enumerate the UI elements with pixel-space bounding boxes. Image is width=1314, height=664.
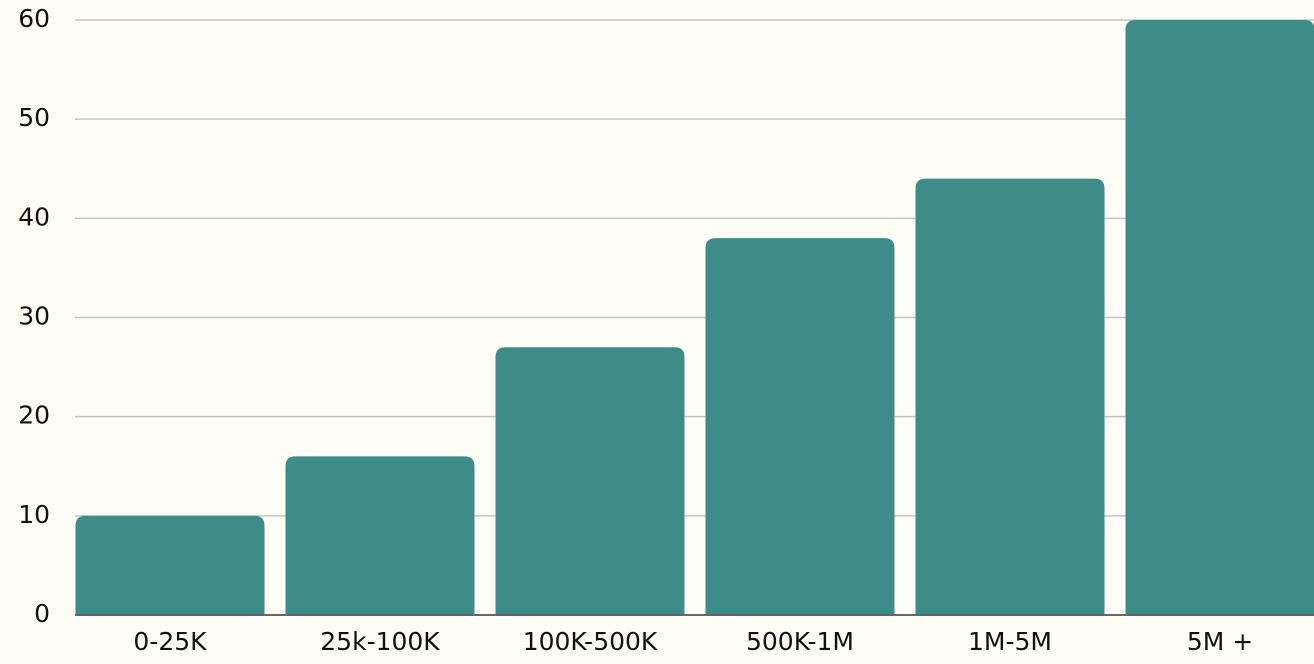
- x-tick-label: 25k-100K: [320, 627, 440, 656]
- bar: [285, 456, 475, 615]
- bar: [915, 178, 1105, 615]
- y-tick-label: 50: [18, 103, 50, 132]
- bar: [75, 515, 265, 615]
- bar: [495, 347, 685, 615]
- x-tick-label: 100K-500K: [523, 627, 658, 656]
- y-tick-label: 30: [18, 302, 50, 331]
- x-tick-label: 0-25K: [133, 627, 207, 656]
- x-tick-label: 1M-5M: [968, 627, 1052, 656]
- y-tick-label: 60: [18, 4, 50, 33]
- x-tick-label: 5M +: [1187, 627, 1253, 656]
- y-tick-label: 20: [18, 401, 50, 430]
- y-tick-label: 0: [34, 599, 50, 628]
- y-tick-label: 40: [18, 202, 50, 231]
- bar: [1125, 20, 1314, 615]
- bar: [705, 238, 895, 615]
- y-tick-label: 10: [18, 500, 50, 529]
- x-tick-label: 500K-1M: [746, 627, 854, 656]
